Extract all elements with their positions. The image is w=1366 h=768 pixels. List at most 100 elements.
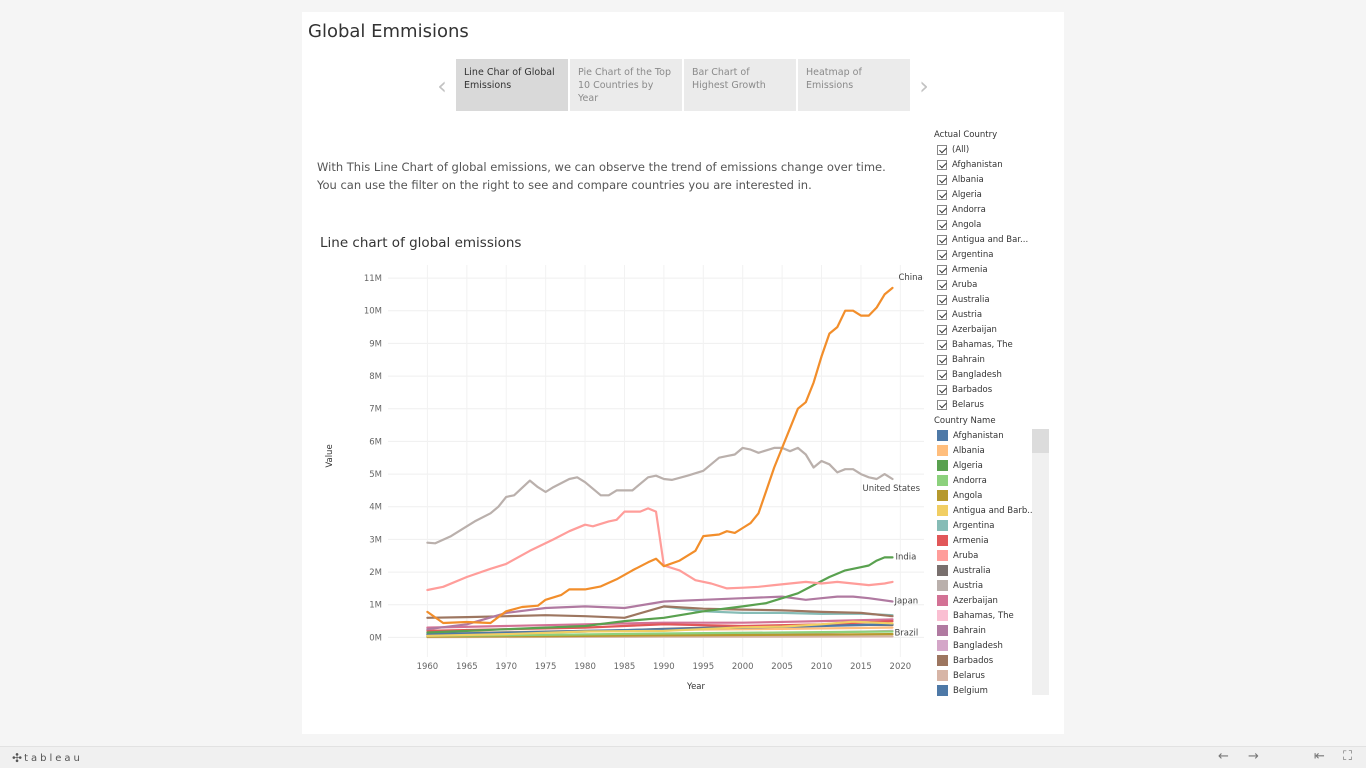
checkbox-checked-icon[interactable] [937, 384, 947, 395]
checkbox-checked-icon[interactable] [937, 204, 947, 215]
x-tick-label: 1990 [653, 662, 675, 672]
checkbox-checked-icon[interactable] [937, 174, 947, 185]
filter-item[interactable]: Austria [934, 307, 1054, 322]
filter-list[interactable]: (All) Afghanistan Albania Algeria Andorra Ang… [934, 142, 1054, 419]
next-story-point-icon[interactable]: › [919, 72, 929, 100]
filter-item[interactable]: (All) [934, 142, 1054, 157]
line-chart[interactable]: 0M 1M 2M 3M 4M 5M 6M 7M 8M 9M 10M 11M 1960 1965 1970 19… [302, 257, 932, 707]
legend-item[interactable]: Barbados [934, 653, 1049, 668]
legend-item[interactable]: Algeria [934, 458, 1049, 473]
filter-item[interactable]: Angola [934, 217, 1054, 232]
y-tick-label: 3M [369, 535, 382, 545]
legend-swatch [937, 520, 948, 531]
y-tick-label: 9M [369, 339, 382, 349]
story-tab-line-chart[interactable]: Line Char of Global Emissions [456, 59, 568, 111]
y-tick-label: 5M [369, 470, 382, 480]
legend-scrollbar-thumb[interactable] [1032, 429, 1049, 453]
color-legend: Country Name Afghanistan Albania Algeria An… [934, 415, 1049, 708]
checkbox-checked-icon[interactable] [937, 144, 947, 155]
legend-item[interactable]: Angola [934, 488, 1049, 503]
legend-item[interactable]: Australia [934, 563, 1049, 578]
checkbox-checked-icon[interactable] [937, 264, 947, 275]
checkbox-checked-icon[interactable] [937, 159, 947, 170]
series-end-label: Japan [893, 596, 918, 606]
legend-swatch [937, 490, 948, 501]
legend-item[interactable]: Afghanistan [934, 428, 1049, 443]
filter-item[interactable]: Aruba [934, 277, 1054, 292]
legend-swatch [937, 535, 948, 546]
legend-item[interactable]: Argentina [934, 518, 1049, 533]
checkbox-checked-icon[interactable] [937, 189, 947, 200]
checkbox-checked-icon[interactable] [937, 294, 947, 305]
filter-item-label: Bahamas, The [952, 339, 1013, 350]
checkbox-checked-icon[interactable] [937, 354, 947, 365]
filter-item[interactable]: Andorra [934, 202, 1054, 217]
chart-title: Line chart of global emissions [320, 235, 522, 251]
filter-item[interactable]: Barbados [934, 382, 1054, 397]
legend-item[interactable]: Belarus [934, 668, 1049, 683]
legend-item-label: Austria [953, 580, 984, 591]
legend-item[interactable]: Armenia [934, 533, 1049, 548]
tableau-logo[interactable]: ✣ tableau [12, 751, 83, 765]
checkbox-checked-icon[interactable] [937, 369, 947, 380]
series-line [426, 633, 894, 638]
story-tab-pie-chart[interactable]: Pie Chart of the Top 10 Countries by Yea… [570, 59, 682, 111]
tableau-cross-icon: ✣ [12, 751, 23, 765]
filter-item[interactable]: Algeria [934, 187, 1054, 202]
legend-item-label: Bahrain [953, 625, 986, 636]
previous-story-point-icon[interactable]: ‹ [437, 72, 447, 100]
tableau-logo-text: tableau [24, 752, 83, 764]
legend-item[interactable]: Bahamas, The [934, 608, 1049, 623]
legend-swatch [937, 640, 948, 651]
description-text: With This Line Chart of global emissions… [317, 158, 917, 194]
filter-item[interactable]: Australia [934, 292, 1054, 307]
checkbox-checked-icon[interactable] [937, 399, 947, 410]
legend-swatch [937, 670, 948, 681]
legend-item[interactable]: Bangladesh [934, 638, 1049, 653]
legend-item[interactable]: Albania [934, 443, 1049, 458]
legend-scrollbar[interactable] [1032, 429, 1049, 695]
filter-item-label: Antigua and Bar... [952, 234, 1029, 245]
story-tab-bar-chart[interactable]: Bar Chart of Highest Growth [684, 59, 796, 111]
undo-icon[interactable]: ← [1218, 749, 1229, 764]
filter-item[interactable]: Bangladesh [934, 367, 1054, 382]
checkbox-checked-icon[interactable] [937, 234, 947, 245]
legend-item-label: Argentina [953, 520, 995, 531]
legend-item[interactable]: Austria [934, 578, 1049, 593]
filter-item[interactable]: Bahrain [934, 352, 1054, 367]
checkbox-checked-icon[interactable] [937, 309, 947, 320]
series-line [426, 620, 894, 637]
filter-item[interactable]: Antigua and Bar... [934, 232, 1054, 247]
revert-icon[interactable]: ⇤ [1314, 749, 1325, 764]
filter-item[interactable]: Belarus [934, 397, 1054, 412]
series-line [426, 605, 894, 619]
checkbox-checked-icon[interactable] [937, 279, 947, 290]
checkbox-checked-icon[interactable] [937, 339, 947, 350]
x-tick-label: 1985 [614, 662, 636, 672]
story-tab-heatmap[interactable]: Heatmap of Emissions [798, 59, 910, 111]
filter-item[interactable]: Albania [934, 172, 1054, 187]
checkbox-checked-icon[interactable] [937, 219, 947, 230]
redo-icon[interactable]: → [1248, 749, 1259, 764]
filter-item[interactable]: Afghanistan [934, 157, 1054, 172]
country-filter: Actual Country (All) Afghanistan Albania Al… [934, 129, 1054, 419]
filter-item[interactable]: Armenia [934, 262, 1054, 277]
legend-item[interactable]: Azerbaijan [934, 593, 1049, 608]
legend-swatch [937, 460, 948, 471]
legend-item[interactable]: Belgium [934, 683, 1049, 698]
filter-item[interactable]: Azerbaijan [934, 322, 1054, 337]
checkbox-checked-icon[interactable] [937, 324, 947, 335]
legend-swatch [937, 505, 948, 516]
filter-item[interactable]: Argentina [934, 247, 1054, 262]
legend-item[interactable]: Andorra [934, 473, 1049, 488]
tableau-toolbar: ✣ tableau ← → ⇤ ⛶ [0, 746, 1366, 768]
checkbox-checked-icon[interactable] [937, 249, 947, 260]
series-line [426, 618, 894, 629]
filter-item[interactable]: Bahamas, The [934, 337, 1054, 352]
legend-item[interactable]: Aruba [934, 548, 1049, 563]
legend-item[interactable]: Bahrain [934, 623, 1049, 638]
legend-item[interactable]: Antigua and Barb... [934, 503, 1049, 518]
fullscreen-icon[interactable]: ⛶ [1343, 749, 1353, 764]
x-tick-label: 1995 [692, 662, 714, 672]
filter-item-label: Afghanistan [952, 159, 1003, 170]
